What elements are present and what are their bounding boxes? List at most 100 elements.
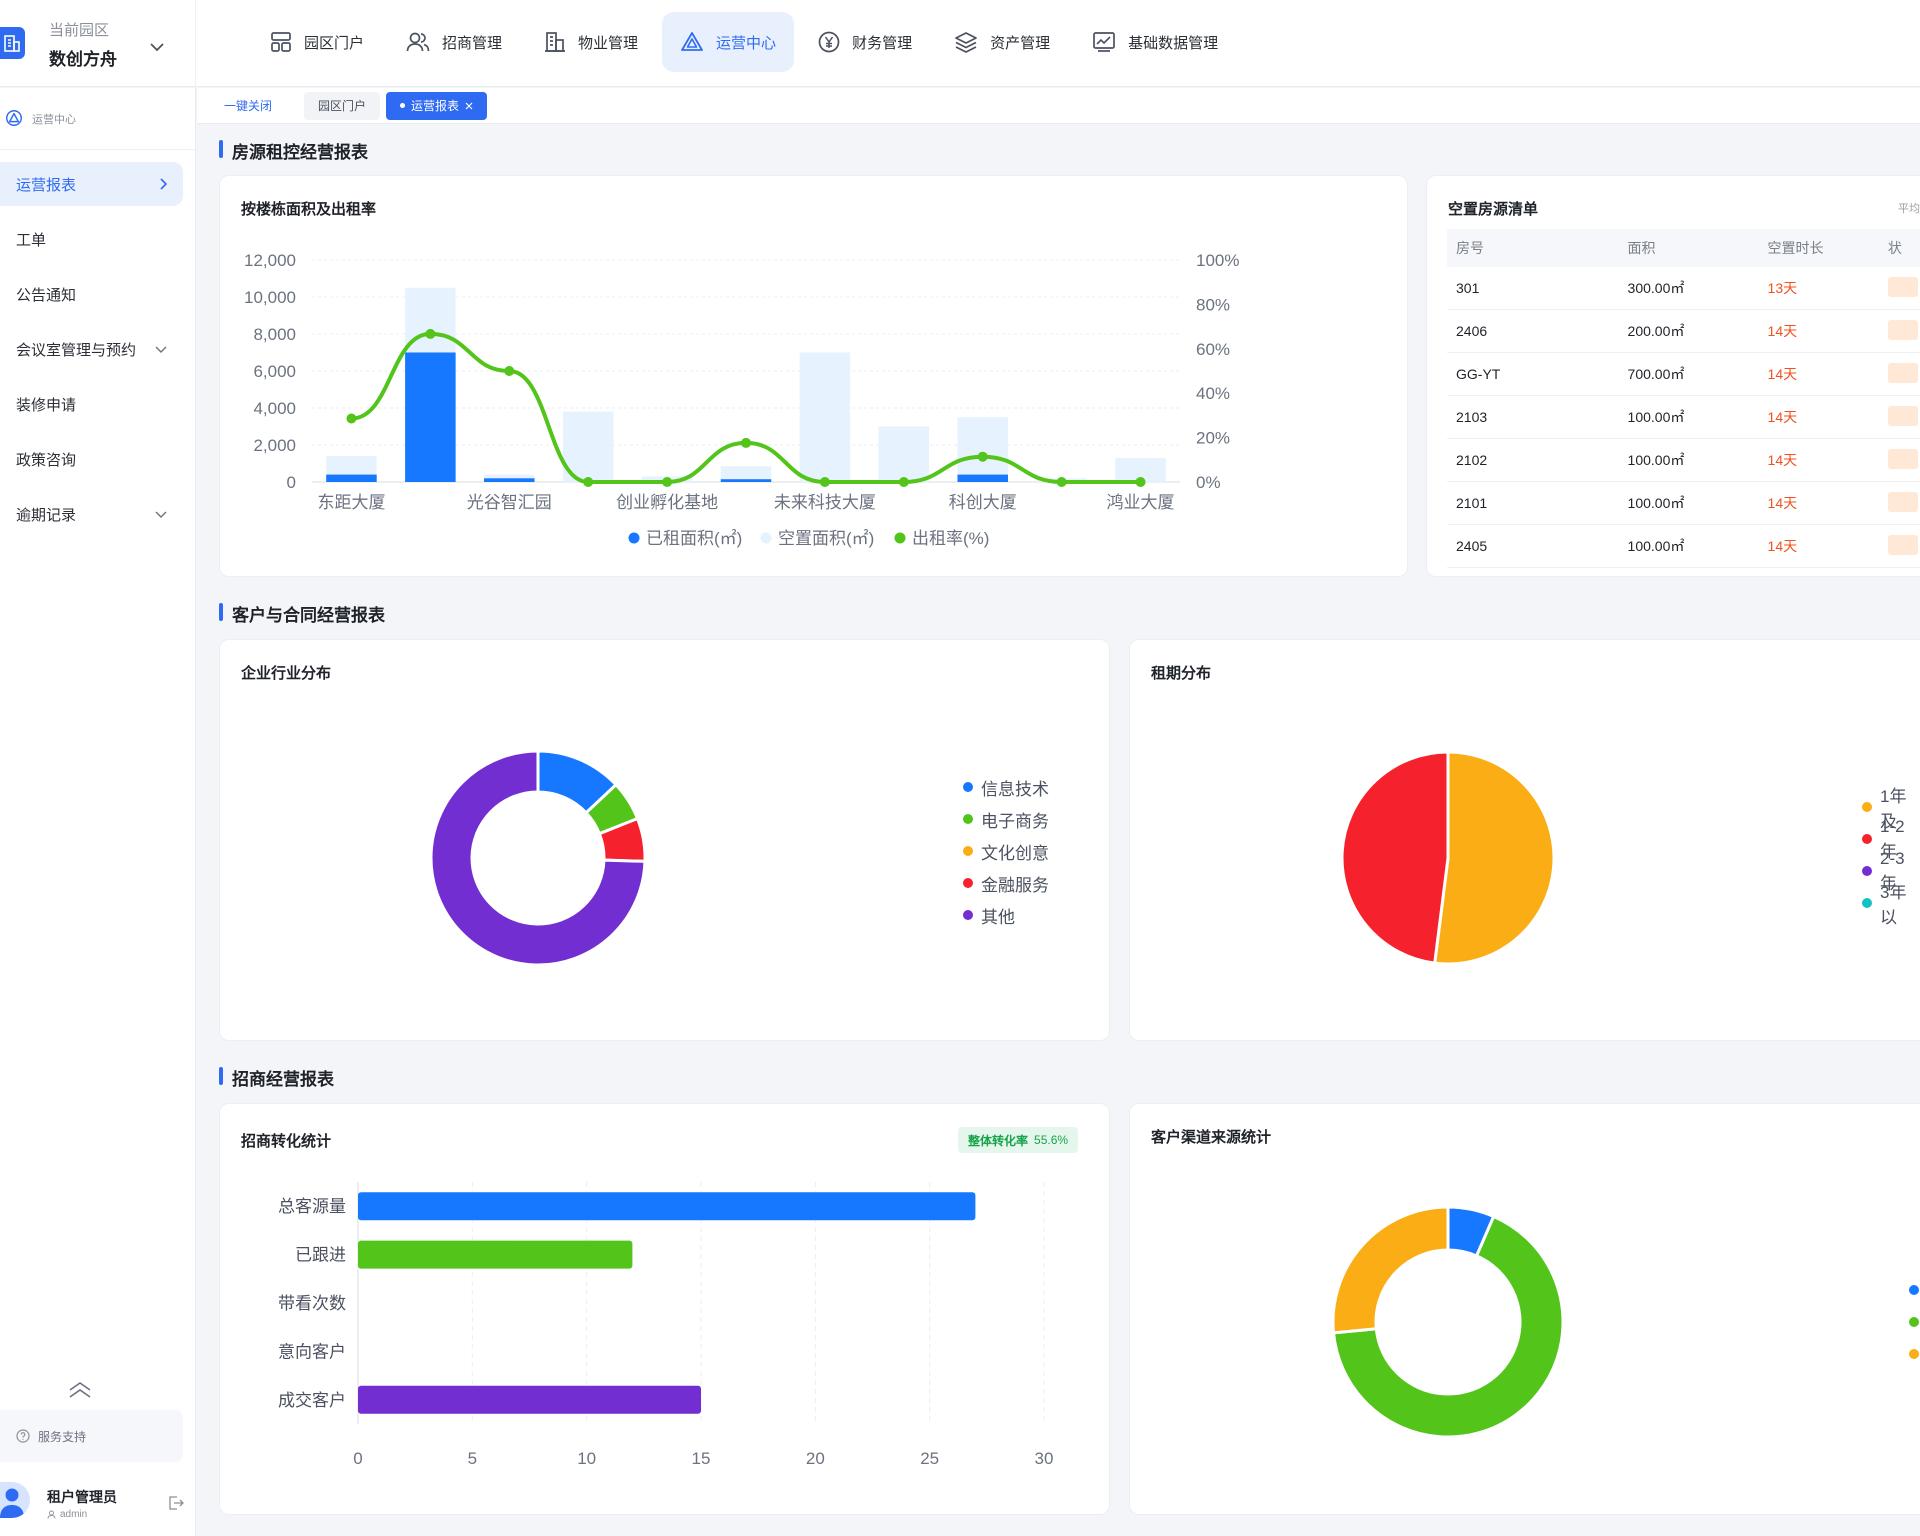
legend-label: 空置面积(㎡) xyxy=(778,529,874,548)
rate-line xyxy=(351,331,1141,484)
table-row[interactable]: 301 300.00㎡ 13天 xyxy=(1447,267,1920,310)
legend-item[interactable]: 信息技术 xyxy=(963,771,1049,803)
y-tick-label: 12,000 xyxy=(244,251,296,270)
user-panel: 租户管理员 admin xyxy=(0,1472,196,1532)
bar xyxy=(358,1240,633,1269)
table-row[interactable]: 2102 100.00㎡ 14天 xyxy=(1447,439,1920,482)
legend-item[interactable] xyxy=(1909,1306,1920,1338)
y2-tick-label: 100% xyxy=(1196,251,1239,270)
col-area: 面积 xyxy=(1627,240,1656,256)
cell-area: 300.00㎡ xyxy=(1627,280,1685,296)
chevron-down-icon[interactable] xyxy=(149,42,165,52)
legend-item[interactable]: 1-2年 xyxy=(1862,817,1920,861)
legend-label: 出租率(%) xyxy=(912,529,989,548)
table-row[interactable]: 2406 200.00㎡ 14天 xyxy=(1447,310,1920,353)
legend-item[interactable]: 其他 xyxy=(963,899,1049,931)
channel-legend xyxy=(1909,1274,1920,1370)
nav-label: 财务管理 xyxy=(852,34,913,52)
vacancy-unit-note: 平均 xyxy=(1898,203,1920,215)
user-avatar-icon xyxy=(0,1488,24,1518)
operation-icon xyxy=(681,32,703,51)
legend-item[interactable]: 文化创意 xyxy=(963,835,1049,867)
rate-point xyxy=(1135,477,1146,487)
x-tick-label: 光谷智汇园 xyxy=(467,493,552,512)
legend-item[interactable]: 电子商务 xyxy=(963,803,1049,835)
cell-area: 100.00㎡ xyxy=(1627,409,1685,425)
nav-item-asset[interactable]: 资产管理 xyxy=(936,12,1068,72)
legend-label: 1年及 xyxy=(1880,787,1907,831)
chevron-right-icon xyxy=(160,178,167,190)
bar-vacant xyxy=(720,466,772,482)
sidebar-item-reports[interactable]: 运营报表 xyxy=(0,162,183,206)
y-tick-label: 意向客户 xyxy=(278,1342,346,1361)
sidebar-item-notice[interactable]: 公告通知 xyxy=(0,272,183,316)
nav-item-investment[interactable]: 招商管理 xyxy=(388,12,520,72)
park-name: 数创方舟 xyxy=(49,50,117,69)
rate-point xyxy=(1056,477,1067,487)
sidebar-item-meeting-room[interactable]: 会议室管理与预约 xyxy=(0,327,183,371)
nav-label: 物业管理 xyxy=(578,34,639,52)
legend-label: 已租面积(㎡) xyxy=(646,529,742,548)
nav-item-operation[interactable]: 运营中心 xyxy=(662,12,795,72)
legend-item[interactable]: 金融服务 xyxy=(963,867,1049,899)
legend-label: 金融服务 xyxy=(981,875,1049,895)
tab-label: 运营报表 xyxy=(411,99,460,113)
table-row[interactable]: 2103 100.00㎡ 14天 xyxy=(1447,396,1920,439)
park-label: 当前园区 xyxy=(49,22,110,39)
legend-swatch xyxy=(963,910,973,920)
legend-item[interactable] xyxy=(1909,1338,1920,1370)
y2-tick-label: 0% xyxy=(1196,473,1221,492)
nav-item-property[interactable]: 物业管理 xyxy=(526,12,656,72)
help-circle-icon xyxy=(16,1429,30,1443)
table-row[interactable]: GG-YT 700.00㎡ 14天 xyxy=(1447,353,1920,396)
sidebar-item-renovation[interactable]: 装修申请 xyxy=(0,382,183,426)
legend-item[interactable]: 1年及 xyxy=(1862,787,1920,831)
page-tabs: 一键关闭 园区门户 运营报表 xyxy=(197,88,1920,124)
legend-item[interactable]: 2-3年 xyxy=(1862,849,1920,893)
tab-reports[interactable]: 运营报表 xyxy=(386,91,488,120)
nav-item-portal[interactable]: 园区门户 xyxy=(252,12,382,72)
nav-item-finance[interactable]: 财务管理 xyxy=(800,12,930,72)
bar-rented xyxy=(326,474,377,482)
nav-label: 园区门户 xyxy=(304,34,365,52)
y-tick-label: 10,000 xyxy=(244,288,296,307)
legend-label: 3年以 xyxy=(1880,883,1907,927)
building-chart-card: 按楼栋面积及出租率 0 2,000 4,000 6,000 8,000 10,000 12,… xyxy=(219,175,1408,577)
close-icon[interactable] xyxy=(465,102,473,110)
sidebar-item-overdue[interactable]: 逾期记录 xyxy=(0,492,183,536)
cell-duration: 14天 xyxy=(1767,409,1798,425)
bar-rented xyxy=(957,474,1008,482)
sidebar-item-policy[interactable]: 政策咨询 xyxy=(0,437,183,481)
sidebar-item-workorder[interactable]: 工单 xyxy=(0,217,183,261)
status-badge xyxy=(1887,362,1918,383)
x-tick-label: 15 xyxy=(692,1449,711,1468)
layers-icon xyxy=(955,32,977,53)
table-row[interactable]: 2101 100.00㎡ 14天 xyxy=(1447,482,1920,525)
legend-swatch xyxy=(628,532,640,544)
x-tick-label: 5 xyxy=(468,1449,477,1468)
yen-icon xyxy=(818,31,840,53)
status-badge xyxy=(1887,276,1918,297)
logout-icon[interactable] xyxy=(168,1496,184,1510)
sidebar-item-label: 公告通知 xyxy=(16,286,77,304)
x-tick-label: 科创大厦 xyxy=(949,493,1017,512)
table-body: 301 300.00㎡ 13天 2406 200.00㎡ 14天 GG-YT 700.00㎡ 1… xyxy=(1447,267,1920,568)
service-support-button[interactable]: 服务支持 xyxy=(0,1410,183,1462)
cell-room: 2405 xyxy=(1456,538,1488,554)
user-name: 租户管理员 xyxy=(47,1489,117,1505)
collapse-up-icon[interactable] xyxy=(67,1381,93,1399)
section-title-investment: 招商经营报表 xyxy=(219,1065,334,1090)
rate-value: 55.6% xyxy=(1034,1133,1069,1147)
table-row[interactable]: 2405 100.00㎡ 14天 xyxy=(1447,525,1920,568)
tab-portal[interactable]: 园区门户 xyxy=(304,91,381,120)
park-switcher[interactable]: 当前园区 数创方舟 xyxy=(0,0,196,87)
rate-point xyxy=(977,451,988,462)
legend-swatch xyxy=(894,532,906,544)
legend-item[interactable] xyxy=(1909,1274,1920,1306)
legend-swatch xyxy=(963,782,973,792)
nav-item-basedata[interactable]: 基础数据管理 xyxy=(1074,12,1236,72)
cell-status xyxy=(1887,448,1920,472)
legend-item[interactable]: 3年以 xyxy=(1862,883,1920,927)
rate-point xyxy=(819,477,830,487)
close-all-tabs-button[interactable]: 一键关闭 xyxy=(224,99,273,113)
